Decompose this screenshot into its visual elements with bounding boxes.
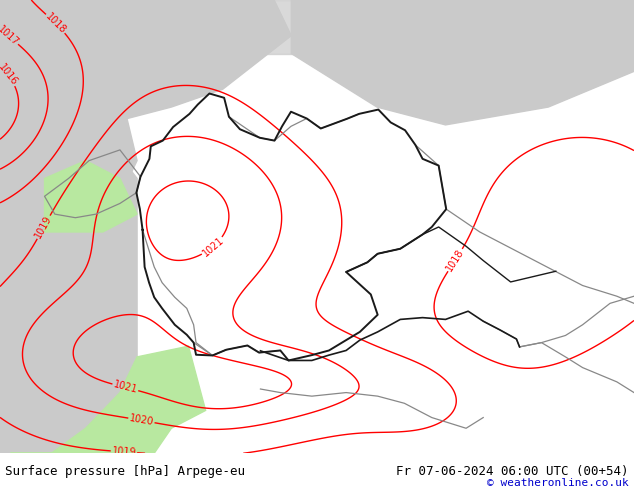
Text: 1018: 1018: [444, 247, 466, 273]
Text: 1018: 1018: [43, 11, 68, 36]
Polygon shape: [0, 0, 291, 125]
Polygon shape: [10, 346, 205, 453]
Polygon shape: [257, 0, 360, 53]
Text: © weatheronline.co.uk: © weatheronline.co.uk: [487, 478, 629, 488]
Text: 1019: 1019: [112, 446, 136, 458]
Polygon shape: [0, 0, 171, 72]
Text: 1016: 1016: [0, 62, 19, 88]
Polygon shape: [0, 0, 154, 107]
Polygon shape: [44, 161, 137, 232]
Text: 1020: 1020: [129, 414, 155, 427]
Text: Surface pressure [hPa] Arpege-eu: Surface pressure [hPa] Arpege-eu: [5, 465, 245, 478]
Text: 1021: 1021: [112, 379, 138, 395]
Polygon shape: [291, 0, 634, 125]
Text: 1021: 1021: [200, 235, 226, 259]
Text: 1017: 1017: [0, 24, 20, 48]
Text: 1019: 1019: [34, 214, 54, 240]
Polygon shape: [0, 0, 137, 232]
Text: Fr 07-06-2024 06:00 UTC (00+54): Fr 07-06-2024 06:00 UTC (00+54): [396, 465, 629, 478]
Polygon shape: [0, 0, 137, 453]
